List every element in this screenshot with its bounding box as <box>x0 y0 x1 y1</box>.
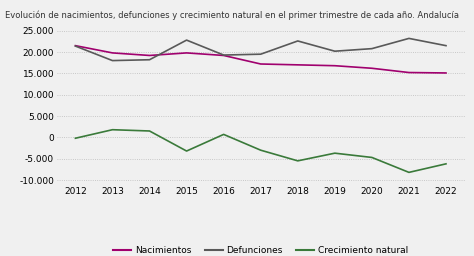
Legend: Nacimientos, Defunciones, Crecimiento natural: Nacimientos, Defunciones, Crecimiento na… <box>109 243 412 256</box>
Text: Evolución de nacimientos, defunciones y crecimiento natural en el primer trimest: Evolución de nacimientos, defunciones y … <box>5 10 459 20</box>
